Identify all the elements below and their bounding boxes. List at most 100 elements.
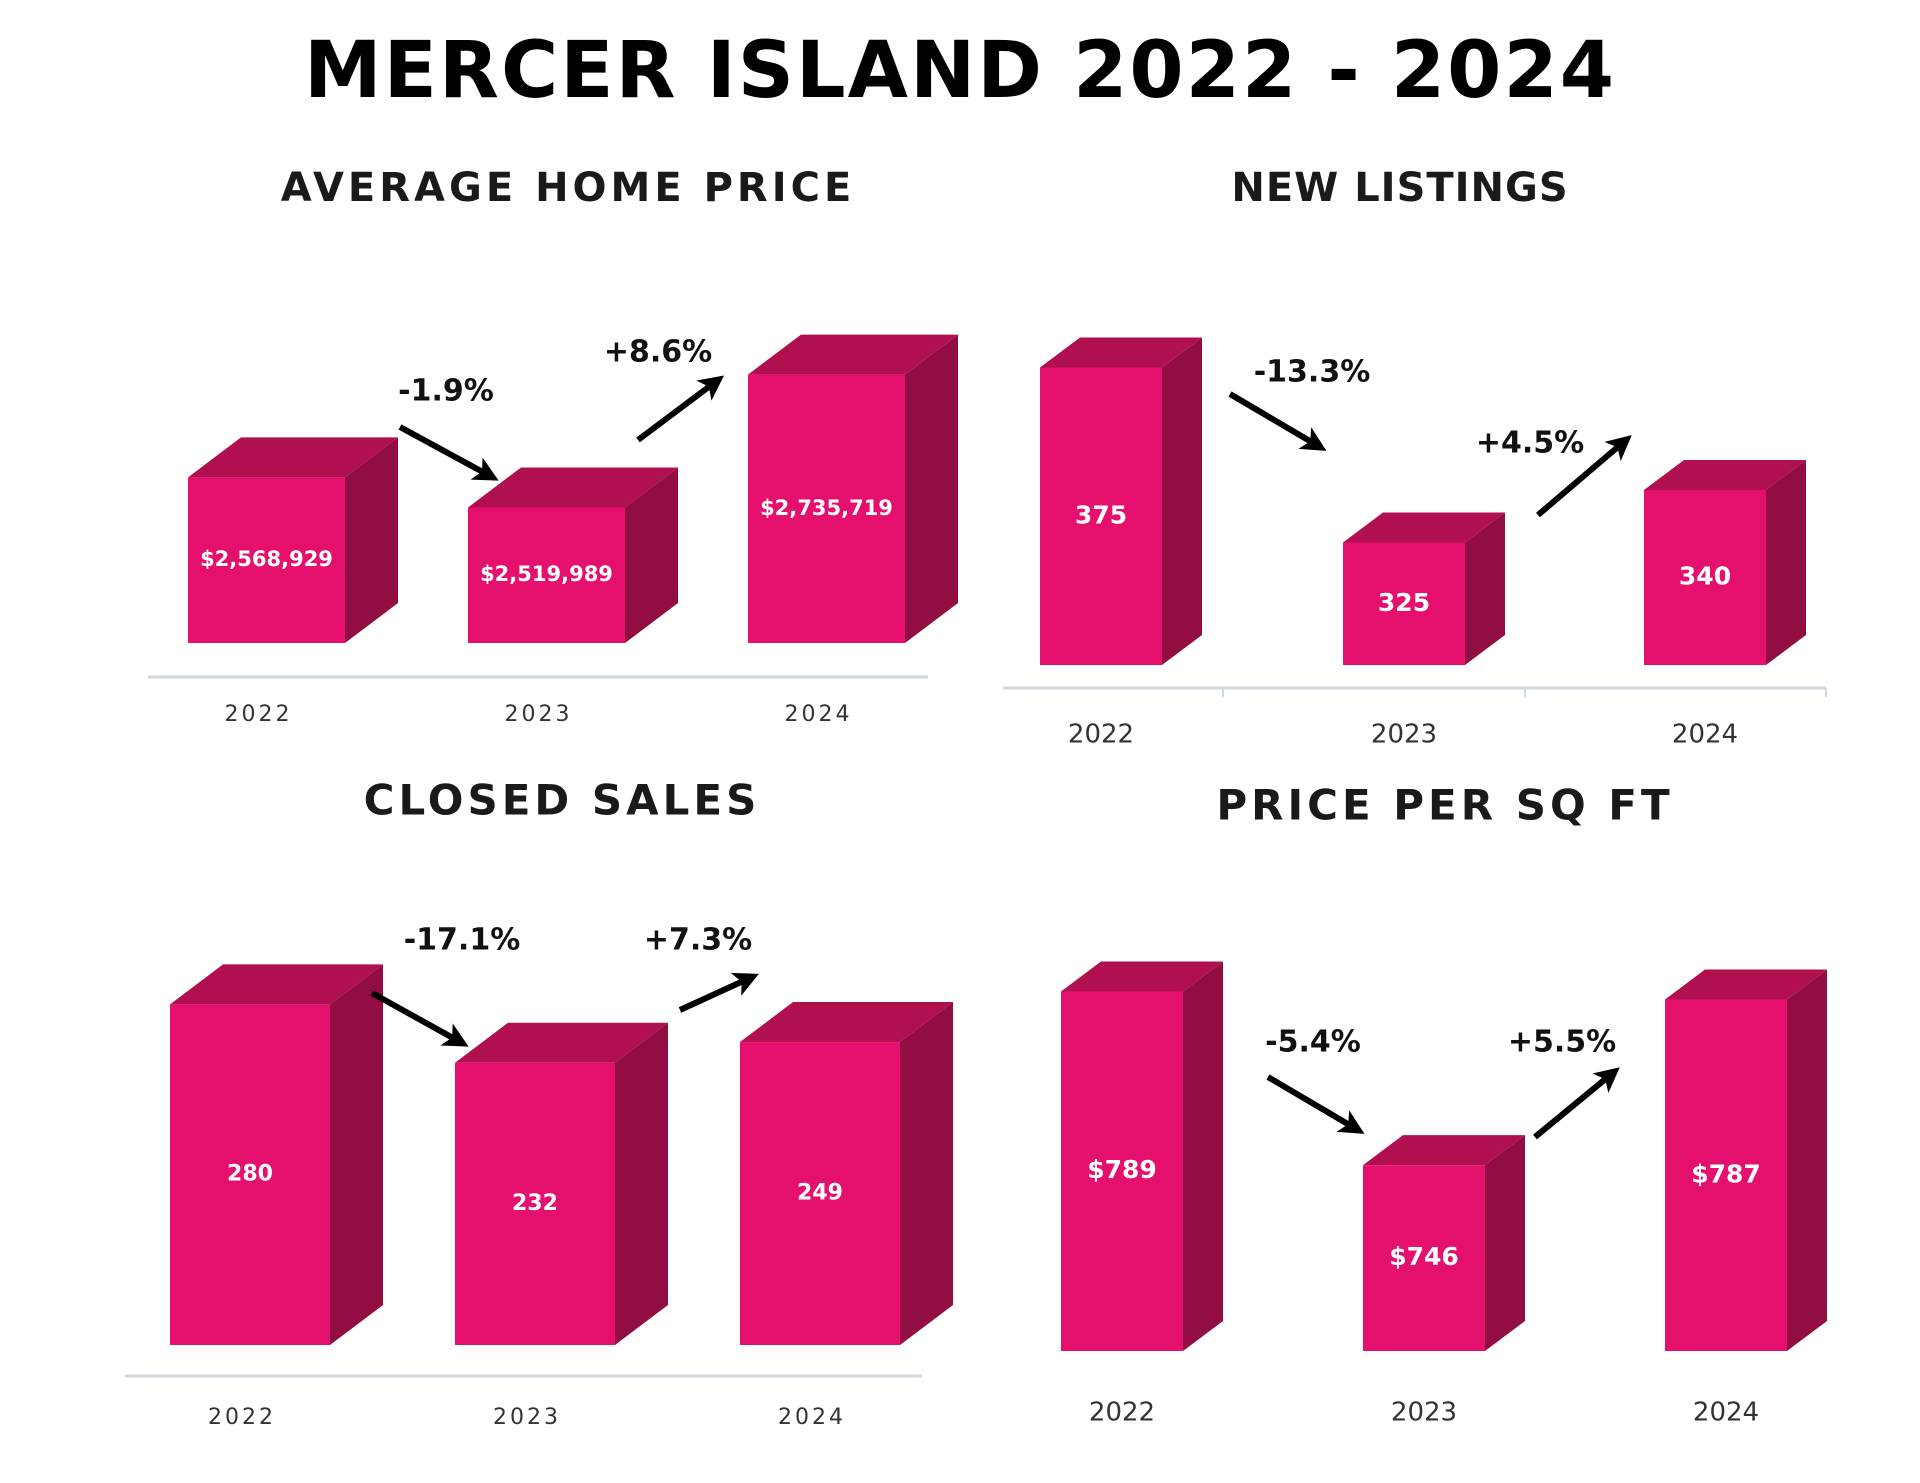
x-tick-label: 2022 xyxy=(208,1405,276,1430)
bar-value-label: $2,568,929 xyxy=(200,547,333,571)
change-percent-label: +8.6% xyxy=(604,335,712,370)
bar-2024: 249 xyxy=(740,1002,953,1345)
x-tick-label: 2024 xyxy=(785,702,853,727)
bar-top xyxy=(1061,961,1223,992)
bar-value-label: $787 xyxy=(1691,1159,1761,1188)
bar-2023: $746 xyxy=(1363,1135,1525,1351)
change-percent-label: +4.5% xyxy=(1476,426,1584,461)
bar-side xyxy=(330,964,383,1345)
bar-value-label: 280 xyxy=(227,1162,273,1187)
x-tick-label: 2024 xyxy=(1672,720,1738,750)
up-arrow-icon xyxy=(1533,1067,1620,1140)
x-tick-label: 2023 xyxy=(505,702,573,727)
chart-title: NEW LISTINGS xyxy=(1231,165,1568,211)
bar-2023: 232 xyxy=(455,1022,668,1345)
change-percent-label: -5.4% xyxy=(1265,1025,1361,1060)
bar-front xyxy=(1061,991,1183,1351)
chart-svg: NEW LISTINGS 375 2022 325 2023 340 2024 -13.3% +… xyxy=(1003,165,1827,750)
bar-value-label: $746 xyxy=(1389,1242,1459,1271)
bar-top xyxy=(170,964,383,1005)
bar-2022: 375 xyxy=(1040,337,1202,665)
bar-value-label: 249 xyxy=(797,1181,843,1206)
chart-price-per-sq-ft: PRICE PER SQ FT $789 2022 $746 2023 $787 2024 -… xyxy=(960,760,1920,1460)
chart-closed-sales: CLOSED SALES 280 2022 232 2023 249 2024 -17.1% +… xyxy=(0,760,960,1460)
bar-side xyxy=(345,437,398,643)
bar-value-label: $2,519,989 xyxy=(480,562,613,586)
bar-2024: $787 xyxy=(1665,969,1827,1351)
bar-2023: $2,519,989 xyxy=(468,467,678,643)
bar-top xyxy=(1343,512,1505,543)
bar-value-label: $789 xyxy=(1087,1155,1157,1184)
bar-top xyxy=(188,437,398,478)
bar-side xyxy=(1183,961,1223,1351)
chart-title: AVERAGE HOME PRICE xyxy=(281,165,856,211)
down-arrow-icon xyxy=(370,990,469,1047)
bar-side xyxy=(1465,512,1505,665)
bar-front xyxy=(748,374,905,643)
bar-side xyxy=(1485,1135,1525,1351)
change-percent-label: -13.3% xyxy=(1254,355,1371,390)
chart-svg: CLOSED SALES 280 2022 232 2023 249 2024 -17.1% +… xyxy=(125,776,953,1430)
bar-side xyxy=(1766,460,1806,665)
bar-top xyxy=(748,334,958,375)
chart-average-home-price: AVERAGE HOME PRICE $2,568,929 2022 $2,519,9… xyxy=(0,120,960,740)
change-percent-label: +5.5% xyxy=(1508,1025,1616,1060)
chart-svg: AVERAGE HOME PRICE $2,568,929 2022 $2,519,9… xyxy=(148,165,958,727)
bar-front xyxy=(1363,1165,1485,1351)
bar-front xyxy=(1644,490,1766,665)
up-arrow-icon xyxy=(636,375,725,443)
chart-title: PRICE PER SQ FT xyxy=(1216,781,1673,830)
bar-front xyxy=(1665,999,1787,1351)
bar-front xyxy=(188,477,345,643)
bar-side xyxy=(625,467,678,643)
x-tick-label: 2023 xyxy=(1371,720,1437,750)
bar-front xyxy=(740,1042,900,1345)
x-tick-label: 2024 xyxy=(778,1405,846,1430)
bar-value-label: 232 xyxy=(512,1191,558,1216)
bar-side xyxy=(1162,337,1202,665)
bar-front xyxy=(1343,542,1465,665)
x-tick-label: 2023 xyxy=(493,1405,561,1430)
bar-top xyxy=(1665,969,1827,1000)
bar-side xyxy=(905,334,958,643)
bar-side xyxy=(900,1002,953,1345)
bar-front xyxy=(1040,367,1162,665)
chart-svg: PRICE PER SQ FT $789 2022 $746 2023 $787 2024 -… xyxy=(1061,781,1827,1428)
bar-top xyxy=(1040,337,1202,368)
bar-side xyxy=(1787,969,1827,1351)
bar-top xyxy=(740,1002,953,1043)
bar-side xyxy=(615,1022,668,1345)
x-tick-label: 2022 xyxy=(225,702,293,727)
bar-value-label: 325 xyxy=(1378,588,1430,617)
change-percent-label: -1.9% xyxy=(398,374,494,409)
down-arrow-icon xyxy=(1228,391,1327,451)
x-tick-label: 2022 xyxy=(1089,1398,1155,1428)
bar-front xyxy=(468,507,625,643)
bar-top xyxy=(468,467,678,508)
bar-2022: 280 xyxy=(170,964,383,1345)
bar-value-label: 340 xyxy=(1679,562,1731,591)
bar-top xyxy=(1363,1135,1525,1166)
chart-title: CLOSED SALES xyxy=(364,776,761,825)
bar-top xyxy=(455,1022,668,1063)
bar-value-label: 375 xyxy=(1075,500,1127,529)
up-arrow-icon xyxy=(1536,435,1632,518)
bar-2024: 340 xyxy=(1644,460,1806,665)
bar-2022: $789 xyxy=(1061,961,1223,1351)
bar-2024: $2,735,719 xyxy=(748,334,958,643)
down-arrow-icon xyxy=(398,424,499,481)
bar-2023: 325 xyxy=(1343,512,1505,665)
x-tick-label: 2023 xyxy=(1391,1398,1457,1428)
up-arrow-icon xyxy=(678,972,759,1013)
chart-new-listings: NEW LISTINGS 375 2022 325 2023 340 2024 -13.3% +… xyxy=(960,120,1920,750)
x-tick-label: 2022 xyxy=(1068,720,1134,750)
bar-front xyxy=(455,1062,615,1345)
bar-top xyxy=(1644,460,1806,490)
change-percent-label: -17.1% xyxy=(404,923,521,958)
x-tick-label: 2024 xyxy=(1693,1398,1759,1428)
bar-value-label: $2,735,719 xyxy=(760,496,893,520)
bar-2022: $2,568,929 xyxy=(188,437,398,643)
bar-front xyxy=(170,1004,330,1345)
down-arrow-icon xyxy=(1266,1074,1365,1134)
page-title: MERCER ISLAND 2022 - 2024 xyxy=(303,26,1616,116)
